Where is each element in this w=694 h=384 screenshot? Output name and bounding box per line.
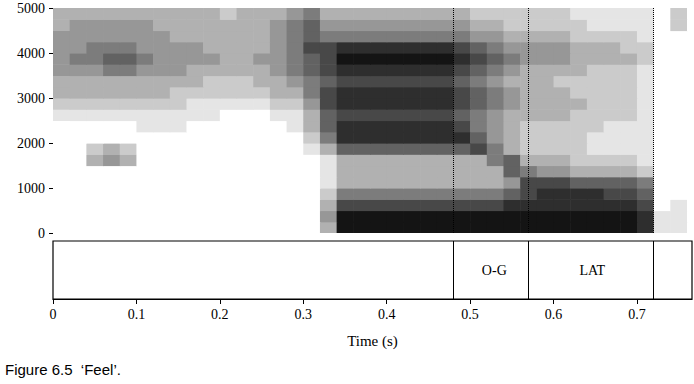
svg-text:0.5: 0.5 <box>461 307 479 322</box>
svg-text:0.2: 0.2 <box>211 307 229 322</box>
svg-text:O-G: O-G <box>482 263 507 278</box>
svg-text:2000: 2000 <box>17 136 45 151</box>
svg-text:Time (s): Time (s) <box>347 333 398 350</box>
svg-text:0.7: 0.7 <box>628 307 646 322</box>
svg-text:0.1: 0.1 <box>128 307 146 322</box>
svg-text:LAT: LAT <box>579 263 605 278</box>
svg-text:5000: 5000 <box>17 1 45 16</box>
svg-text:Figure 6.5 ‘Feel’.: Figure 6.5 ‘Feel’. <box>5 361 121 378</box>
svg-text:3000: 3000 <box>17 91 45 106</box>
svg-text:0.6: 0.6 <box>545 307 563 322</box>
svg-text:4000: 4000 <box>17 46 45 61</box>
svg-text:0.4: 0.4 <box>378 307 396 322</box>
svg-text:0.3: 0.3 <box>295 307 313 322</box>
svg-text:0: 0 <box>38 226 45 241</box>
svg-text:0: 0 <box>50 307 57 322</box>
svg-text:1000: 1000 <box>17 181 45 196</box>
